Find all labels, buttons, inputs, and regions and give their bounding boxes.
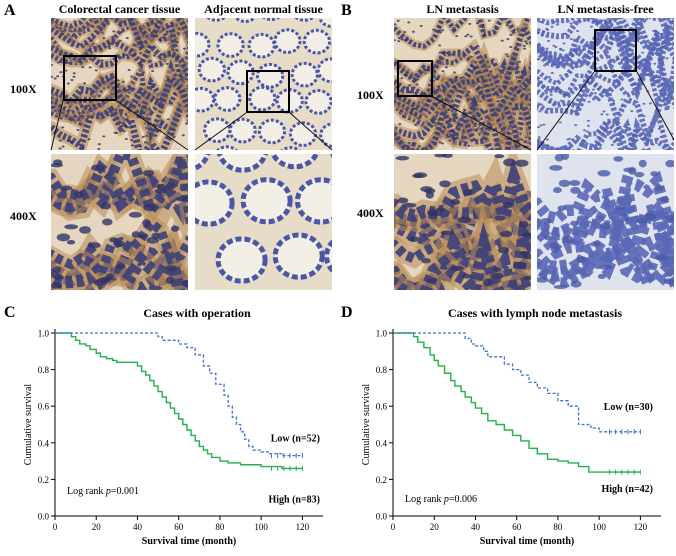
zoom-connector-a4 [289, 112, 333, 151]
log-rank-annotation: Log rank p=0.001 [67, 486, 139, 497]
panel-a-100x-label: 100X [10, 82, 37, 96]
series-label-low: Low (n=52) [271, 434, 320, 445]
chart-title: Cases with lymph node metastasis [448, 306, 622, 320]
series-line-high [55, 332, 303, 470]
y-tick-label: 0.0 [38, 512, 50, 522]
x-tick-label: 100 [254, 522, 268, 532]
panel-b-400x-label: 400X [357, 206, 384, 220]
x-tick-label: 0 [53, 522, 58, 532]
y-tick-label: 0.2 [376, 475, 387, 485]
series-label-high: High (n=83) [268, 494, 320, 505]
series-line-low [55, 332, 303, 457]
zoom-box-b-metastasis [397, 60, 433, 97]
panel-label-b: B [341, 2, 352, 19]
y-tick-label: 0.8 [376, 365, 388, 375]
panel-b-100x-label: 100X [357, 88, 384, 102]
zoom-connector-a3 [194, 112, 247, 151]
panel-label-c: C [4, 304, 16, 321]
micrograph-a-normal-100x [195, 18, 332, 150]
series-label-low: Low (n=30) [604, 402, 653, 413]
x-axis-label: Survival time (month) [142, 536, 236, 547]
x-tick-label: 0 [391, 522, 396, 532]
micrograph-b-ln-metastasis-100x [394, 18, 531, 150]
panel-a-400x-label: 400X [10, 209, 37, 223]
x-tick-label: 40 [133, 522, 143, 532]
micrograph-b-ln-free-400x [537, 154, 674, 290]
survival-chart-c: Cases with operation 0.0 0.2 0.4 0.6 0.8 1.0 0 2… [23, 306, 323, 547]
y-tick-label: 0.0 [376, 512, 388, 522]
micrograph-a-cancer-100x [51, 18, 188, 150]
x-axis-label: Survival time (month) [480, 536, 574, 547]
micrograph-b-ln-metastasis-400x [394, 154, 531, 290]
y-tick-label: 0.6 [38, 402, 50, 412]
y-tick-label: 0.6 [376, 402, 388, 412]
panel-a-left-title: Colorectal cancer tissue [58, 2, 181, 16]
micrograph-b-ln-free-100x [537, 18, 674, 150]
zoom-connector-b3 [636, 71, 675, 141]
panel-b-left-title: LN metastasis [426, 2, 499, 16]
x-tick-label: 100 [592, 522, 606, 532]
x-tick-label: 80 [553, 522, 563, 532]
log-rank-annotation: Log rank p=0.006 [405, 494, 477, 505]
zoom-box-b-free [594, 29, 637, 72]
x-tick-label: 60 [512, 522, 522, 532]
y-tick-label: 0.4 [38, 438, 50, 448]
x-tick-label: 60 [174, 522, 184, 532]
y-tick-label: 1.0 [376, 329, 388, 339]
zoom-connector-a2 [116, 100, 189, 151]
micrograph-a-cancer-400x [51, 154, 188, 290]
y-tick-label: 0.8 [38, 365, 50, 375]
zoom-connectors [50, 71, 675, 151]
y-tick-label: 0.4 [376, 438, 388, 448]
survival-chart-d: Cases with lymph node metastasis 0.0 0.2 0.… [361, 306, 661, 547]
panel-a-right-title: Adjacent normal tissue [204, 2, 323, 16]
panel-label-d: D [341, 304, 353, 321]
chart-title: Cases with operation [143, 306, 251, 320]
series-line-low [393, 332, 641, 433]
panel-label-a: A [4, 2, 16, 19]
x-tick-label: 40 [471, 522, 481, 532]
y-axis-label: Cumulative survival [23, 384, 34, 466]
x-tick-label: 20 [92, 522, 102, 532]
zoom-box-a-normal [246, 70, 290, 113]
micrograph-a-normal-400x [195, 154, 332, 290]
zoom-connector-b2 [536, 71, 595, 151]
x-tick-label: 120 [634, 522, 648, 532]
panel-b-right-title: LN metastasis-free [557, 2, 654, 16]
series-label-high: High (n=42) [601, 484, 653, 495]
zoom-connector-b1 [432, 96, 532, 151]
y-axis-label: Cumulative survival [361, 384, 372, 466]
x-tick-label: 120 [296, 522, 310, 532]
x-tick-label: 80 [215, 522, 225, 532]
zoom-connector-a1 [50, 100, 64, 151]
zoom-box-a-cancer [63, 55, 117, 101]
y-tick-label: 0.2 [38, 475, 49, 485]
series-line-high [393, 332, 641, 473]
y-tick-label: 1.0 [38, 329, 50, 339]
x-tick-label: 20 [430, 522, 440, 532]
